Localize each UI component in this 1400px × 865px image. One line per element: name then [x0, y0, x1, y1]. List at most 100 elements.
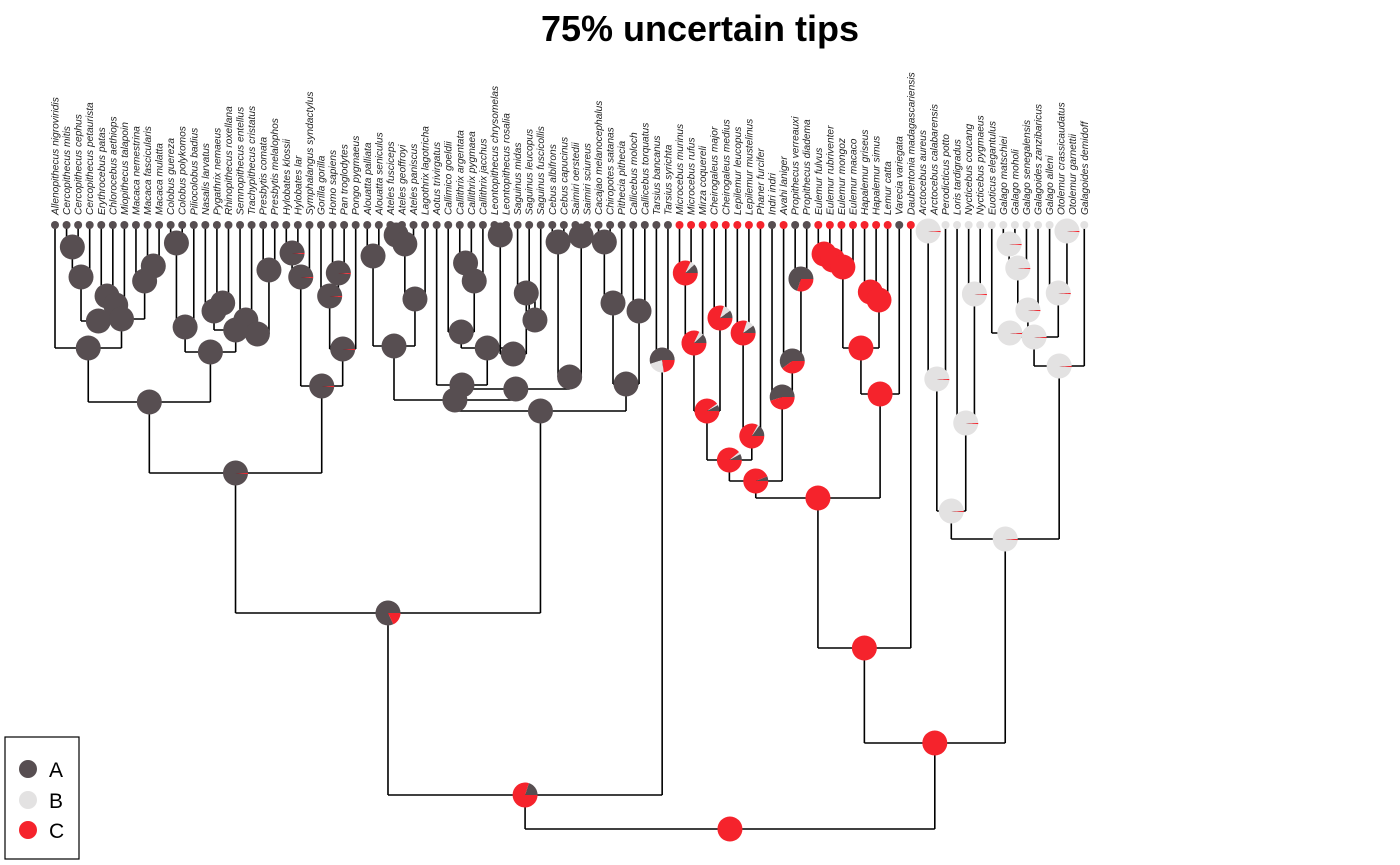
tip-marker: [432, 221, 441, 229]
legend-label-b: B: [49, 790, 63, 813]
pie-slice: [172, 314, 198, 340]
node-pie: [325, 260, 351, 286]
node-pie: [545, 229, 571, 255]
tip-label: Galagoides demidoff: [1080, 120, 1091, 215]
tip-marker: [976, 221, 985, 229]
tip-label: Saimiri oerstedii: [571, 142, 582, 215]
tip-marker: [467, 221, 476, 229]
pie-slice: [769, 384, 795, 401]
tip-marker: [606, 221, 615, 229]
tip-label: Colobus polykomos: [178, 126, 189, 215]
tip-label: Pan troglodytes: [340, 144, 351, 215]
node-pie: [961, 281, 987, 307]
pie-slice: [779, 348, 805, 369]
pie-slice: [729, 453, 742, 460]
tip-marker: [409, 221, 418, 229]
tip-label: Rhinopithecus roxellana: [224, 106, 235, 215]
node-pie: [769, 384, 795, 410]
node-pie: [461, 268, 487, 294]
pie-slice: [279, 240, 305, 266]
tip-marker: [282, 221, 291, 229]
node-pie: [68, 264, 94, 290]
node-pie: [59, 234, 85, 260]
tip-label: Galago senegalensis: [1022, 120, 1033, 215]
tip-label: Alouatta seniculus: [374, 132, 385, 216]
pie-slice: [922, 730, 948, 756]
pie-slice: [591, 229, 617, 255]
tip-label: Leontopithecus chrysomelas: [490, 86, 501, 215]
pie-slice: [1005, 255, 1031, 281]
tip-marker: [825, 221, 834, 229]
tip-label: Hylobates klossii: [282, 138, 293, 215]
pie-slice: [288, 264, 314, 290]
tip-marker: [779, 221, 788, 229]
tip-label: Nasalis larvatus: [201, 143, 212, 215]
tip-label: Colobus guereza: [166, 138, 177, 215]
pie-slice: [1058, 293, 1071, 295]
node-pie: [487, 222, 513, 248]
node-pie: [381, 333, 407, 359]
tip-marker: [640, 221, 649, 229]
tip-label: Callicebus moloch: [629, 132, 640, 215]
node-pie: [256, 257, 282, 283]
pie-slice: [522, 307, 548, 333]
tip-marker: [941, 221, 950, 229]
pie-slice: [743, 325, 756, 333]
pie-slice: [716, 447, 742, 473]
tip-marker: [953, 221, 962, 229]
tip-marker: [860, 221, 869, 229]
node-pie: [743, 468, 769, 494]
tip-marker: [525, 221, 534, 229]
pie-slice: [996, 231, 1022, 257]
node-pie: [317, 283, 343, 309]
tip-marker: [872, 221, 881, 229]
pie-slice: [685, 264, 698, 273]
node-pie: [938, 498, 964, 524]
pie-slice: [928, 231, 941, 233]
legend-label-c: C: [49, 820, 64, 843]
pie-slice: [650, 360, 664, 373]
pie-slice: [342, 349, 356, 351]
pie-slice: [961, 281, 987, 307]
tip-label: Nycticebus pygmaeus: [976, 115, 987, 215]
node-pie: [707, 305, 733, 331]
pie-slice: [392, 231, 418, 257]
pie-slice: [309, 373, 335, 399]
node-pie: [375, 600, 401, 626]
tip-label: Galago alleni: [1045, 155, 1056, 215]
pie-slice: [513, 280, 539, 306]
tip-label: Presbytis melalophos: [270, 118, 281, 215]
node-pie: [527, 398, 553, 424]
tip-label: Pygathrix nemaeus: [212, 128, 223, 215]
node-pie: [649, 347, 675, 373]
tip-labels: Allenopithecus nigroviridis Cercopithecus…: [51, 72, 1091, 216]
pie-slice: [68, 264, 94, 290]
pie-slice: [223, 460, 249, 486]
tip-marker: [999, 221, 1008, 229]
node-pie: [805, 485, 831, 511]
pie-slice: [163, 230, 189, 256]
tip-label: Cebus albifrons: [548, 144, 559, 215]
tip-marker: [455, 221, 464, 229]
tip-label: Lepilemur leucopus: [733, 127, 744, 215]
pie-slice: [992, 526, 1018, 552]
tip-marker: [1034, 221, 1043, 229]
node-pie: [568, 223, 594, 249]
pie-slice: [739, 423, 765, 449]
tip-marker: [155, 221, 164, 229]
tip-label: Eulemur mongoz: [837, 138, 848, 215]
node-pie: [591, 229, 617, 255]
pie-slice: [545, 229, 571, 255]
tip-label: Ateles geoffroyi: [397, 144, 408, 216]
legend-swatch-b: [19, 791, 37, 809]
tip-marker: [120, 221, 129, 229]
pie-slice: [755, 476, 769, 481]
tip-marker: [224, 221, 233, 229]
node-pie: [830, 254, 856, 280]
node-pie: [730, 320, 756, 346]
node-pie: [1021, 324, 1047, 350]
tip-marker: [768, 221, 777, 229]
tip-label: Piliocolobus badius: [189, 128, 200, 215]
tip-label: Saguinus fuscicollis: [536, 126, 547, 215]
node-pie: [172, 314, 198, 340]
